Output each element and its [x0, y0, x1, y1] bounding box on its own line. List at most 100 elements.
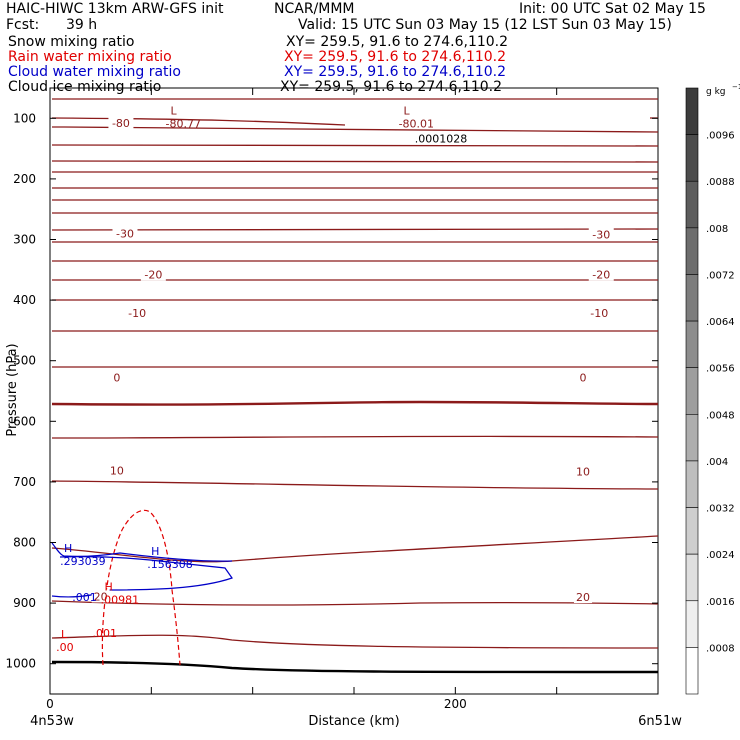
contour-line: [51, 660, 659, 674]
contour-label-bg: [108, 116, 134, 130]
extremum-symbol: H: [64, 542, 72, 555]
cloud-water-contour: [51, 556, 233, 598]
contour-label: 10: [110, 464, 124, 477]
field-name-cloud-water: Cloud water mixing ratio: [8, 64, 181, 80]
colorbar-label: .004: [706, 457, 728, 468]
extremum-symbol: H: [105, 580, 113, 593]
fcst-label: Fcst:: [6, 17, 40, 33]
y-tick-label: 100: [13, 111, 36, 125]
extremum-value: .293039: [60, 555, 105, 568]
contour-label: 10: [576, 466, 590, 479]
colorbar-label: .0096: [706, 131, 735, 142]
x-end-label: 6n51w: [638, 714, 682, 729]
colorbar-segment: [685, 227, 699, 275]
colorbar-segment: [685, 367, 699, 415]
colorbar-label: .0048: [706, 410, 735, 421]
extremum-value: .156308: [147, 558, 193, 571]
colorbar-segment: [685, 180, 699, 229]
field-name-snow: Snow mixing ratio: [8, 34, 135, 50]
x-tick-label: 200: [444, 697, 467, 711]
y-tick-label: 900: [13, 596, 36, 610]
field-xy-cloud-ice: XY= 259.5, 91.6 to 274.6,110.2: [280, 79, 503, 95]
y-tick-label: 700: [13, 475, 36, 489]
org-label: NCAR/MMM: [274, 1, 355, 17]
contour-lines: [51, 98, 659, 674]
y-tick-label: 200: [13, 172, 36, 186]
y-tick-label: 400: [13, 293, 36, 307]
contour-label-bg: [140, 267, 166, 281]
contour-label: 0: [113, 372, 120, 385]
colorbar-unit-exponent: −1: [732, 83, 740, 91]
field-xy-snow: XY= 259.5, 91.6 to 274.6,110.2: [286, 34, 509, 50]
contour-label: -10: [590, 307, 608, 320]
colorbar-segment: [685, 553, 699, 602]
x-tick-label: 0: [46, 697, 54, 711]
y-tick-label: 800: [13, 536, 36, 550]
extremum-value: -80.77: [166, 118, 201, 131]
extremum-value: .0001028: [415, 133, 468, 146]
colorbar-segment: [685, 507, 699, 555]
contour-label: -20: [144, 269, 162, 282]
colorbar-label: .0056: [706, 364, 735, 375]
extremum-symbol: H: [151, 545, 159, 558]
colorbar-segment: [685, 320, 699, 368]
colorbar-label: .0064: [706, 317, 735, 328]
init-time: Init: 00 UTC Sat 02 May 15: [519, 1, 706, 17]
model-title: HAIC-HIWC 13km ARW-GFS init: [6, 1, 224, 17]
colorbar-label: .0032: [706, 504, 735, 515]
contour-label-bg: [111, 370, 123, 384]
contour-line: [51, 400, 659, 406]
x-axis-label: Distance (km): [308, 714, 399, 729]
y-tick-label: 300: [13, 233, 36, 247]
y-axis-label: Pressure (hPa): [5, 343, 20, 436]
field-name-cloud-ice: Cloud ice mixing ratio: [8, 79, 162, 95]
contour-label-bg: [577, 370, 589, 384]
colorbar-label: .0016: [706, 597, 735, 608]
cloud-water-contour: [51, 542, 233, 562]
contour-label: -30: [592, 229, 610, 242]
field-name-rain: Rain water mixing ratio: [8, 49, 172, 65]
extremum-value: .001: [93, 627, 118, 640]
extremum-value: -80.01: [399, 118, 434, 131]
contour-label-bg: [91, 589, 110, 603]
contour-line: [51, 634, 659, 649]
contour-label: 0: [580, 372, 587, 385]
y-tick-label: 1000: [5, 657, 36, 671]
contour-label-bg: [588, 267, 614, 281]
contour-line: [51, 535, 659, 563]
contour-line: [51, 126, 659, 133]
colorbar-segment: [685, 87, 699, 135]
cloud-water-contours: [51, 542, 233, 598]
colorbar-segment: [685, 460, 699, 508]
extremum-symbol: L: [170, 105, 177, 118]
valid-time: Valid: 15 UTC Sun 03 May 15 (12 LST Sun …: [298, 17, 672, 33]
contour-label: -80: [112, 117, 130, 130]
rain-water-contour: [101, 509, 181, 666]
extremum-value: .00: [56, 641, 74, 654]
contour-line: [51, 160, 659, 163]
extremum-value: .001: [72, 591, 97, 604]
colorbar-segment: [685, 647, 699, 695]
colorbar-segment: [685, 600, 699, 648]
colorbar: .0096 .0088 .008 .0072 .0064 .0056 .0048 .004 .0…: [685, 87, 735, 695]
colorbar-segment: [685, 134, 699, 182]
colorbar-segment: [685, 274, 699, 322]
contour-label-bg: [107, 463, 126, 477]
contour-label-bg: [574, 590, 593, 604]
contour-line: [51, 228, 659, 231]
field-xy-cloud-water: XY= 259.5, 91.6 to 274.6,110.2: [284, 64, 507, 80]
contour-label: -10: [128, 307, 146, 320]
colorbar-label: .008: [706, 224, 728, 235]
contour-label-bg: [124, 305, 150, 319]
contour-label-bg: [588, 227, 614, 241]
contour-label: -20: [592, 269, 610, 282]
contour-line: [51, 435, 659, 439]
contour-line: [51, 480, 659, 490]
colorbar-unit: g kg: [706, 87, 726, 97]
fcst-value: 39 h: [66, 17, 98, 33]
contour-label-bg: [574, 464, 593, 478]
colorbar-segment: [685, 414, 699, 462]
colorbar-label: .0088: [706, 177, 735, 188]
extremum-symbol: L: [404, 105, 411, 118]
